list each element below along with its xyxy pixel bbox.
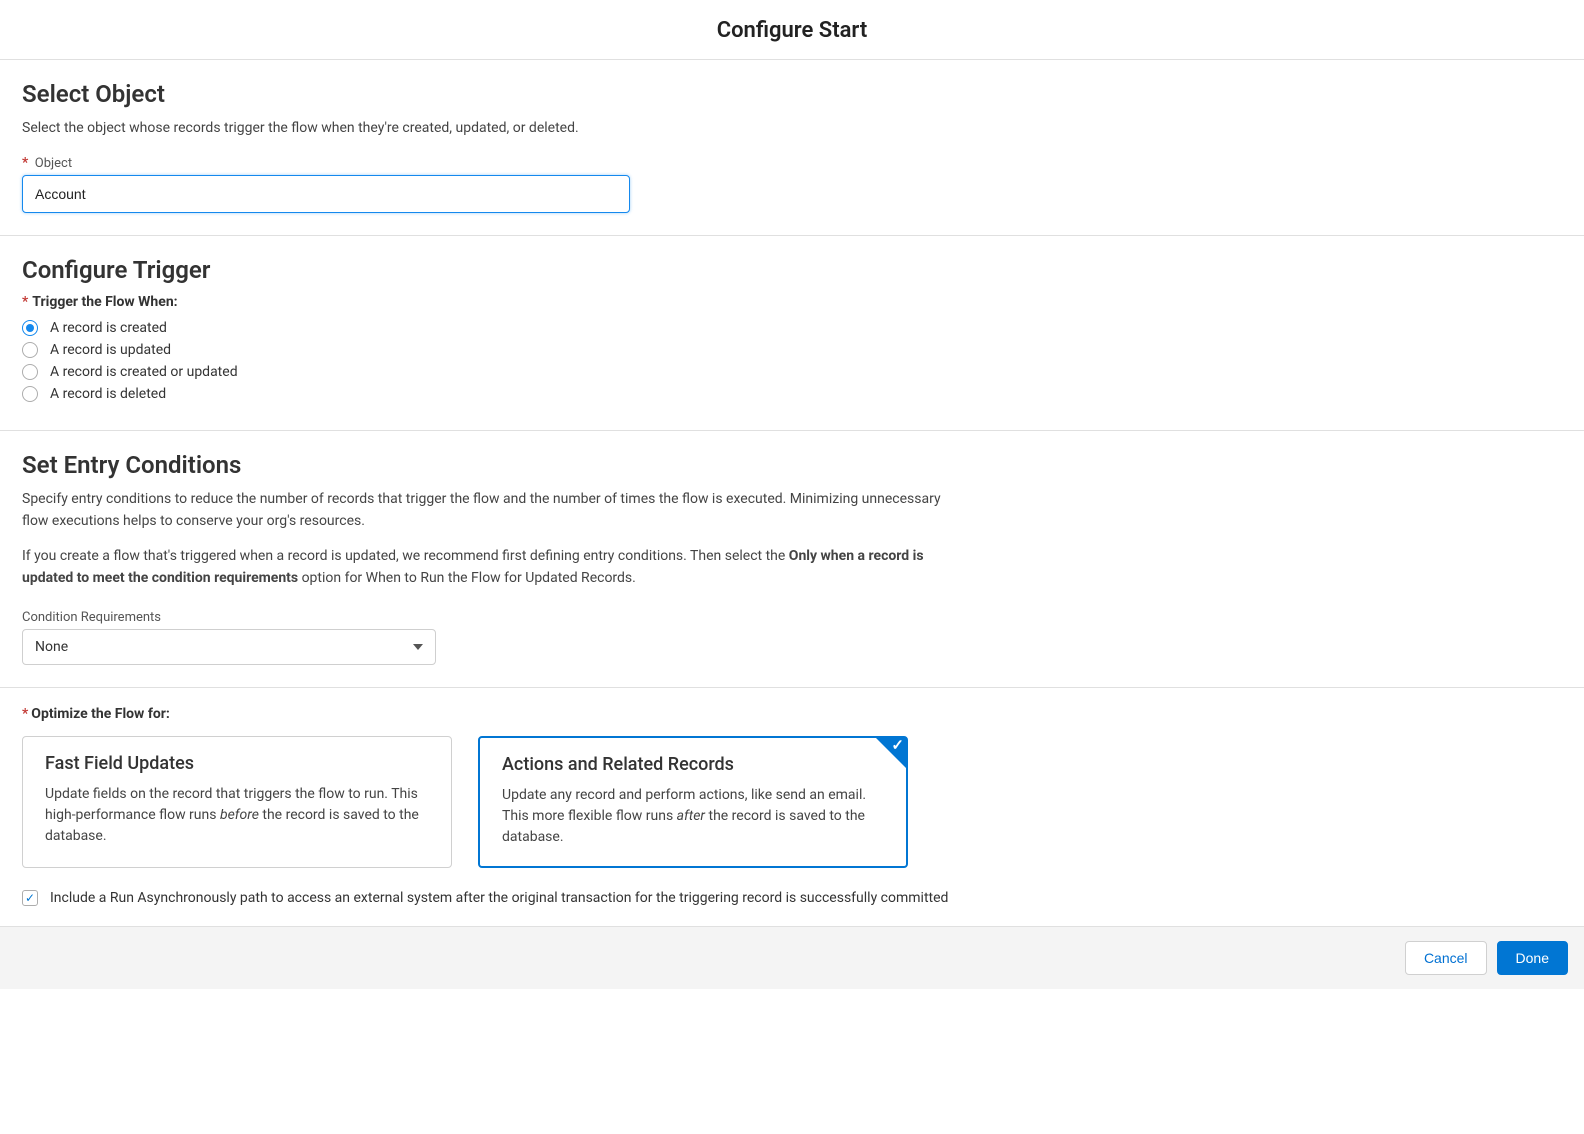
- select-object-section: Select Object Select the object whose re…: [0, 59, 1584, 235]
- trigger-option-row: A record is created or updated: [22, 364, 1562, 380]
- entry-conditions-section: Set Entry Conditions Specify entry condi…: [0, 430, 1584, 687]
- page-title: Configure Start: [0, 0, 1584, 59]
- entry-para2c: option for When to Run the Flow for Upda…: [298, 570, 636, 586]
- trigger-when-label-text: Trigger the Flow When:: [32, 294, 177, 310]
- optimize-section: *Optimize the Flow for: Fast Field Updat…: [0, 687, 1584, 926]
- object-field-label: Object: [35, 156, 72, 171]
- trigger-option-row: A record is updated: [22, 342, 1562, 358]
- entry-conditions-para1: Specify entry conditions to reduce the n…: [22, 489, 942, 532]
- trigger-radio[interactable]: [22, 342, 38, 358]
- chevron-down-icon: [413, 644, 423, 650]
- required-asterisk: *: [22, 155, 28, 171]
- optimize-card[interactable]: Fast Field Updates Update fields on the r…: [22, 736, 452, 868]
- trigger-radio-label: A record is created: [50, 320, 167, 336]
- entry-para2a: If you create a flow that's triggered wh…: [22, 548, 789, 564]
- check-icon: ✓: [25, 892, 35, 904]
- optimize-label-text: Optimize the Flow for:: [31, 706, 170, 722]
- trigger-radio-label: A record is created or updated: [50, 364, 238, 380]
- trigger-when-label: *Trigger the Flow When:: [22, 294, 1562, 310]
- optimize-card-title: Fast Field Updates: [45, 753, 429, 774]
- trigger-radio[interactable]: [22, 386, 38, 402]
- object-input[interactable]: [22, 175, 630, 213]
- entry-conditions-para2: If you create a flow that's triggered wh…: [22, 546, 942, 589]
- async-checkbox[interactable]: ✓: [22, 890, 38, 906]
- select-object-desc: Select the object whose records trigger …: [22, 118, 1562, 139]
- optimize-card[interactable]: ✓ Actions and Related Records Update any r…: [478, 736, 908, 868]
- optimize-label: *Optimize the Flow for:: [22, 706, 1562, 722]
- done-button[interactable]: Done: [1497, 941, 1568, 975]
- trigger-radio[interactable]: [22, 320, 38, 336]
- optimize-card-desc: Update any record and perform actions, l…: [502, 785, 884, 848]
- async-checkbox-label: Include a Run Asynchronously path to acc…: [50, 890, 948, 906]
- optimize-card-desc: Update fields on the record that trigger…: [45, 784, 429, 847]
- required-asterisk: *: [22, 706, 28, 722]
- trigger-option-row: A record is created: [22, 320, 1562, 336]
- footer: Cancel Done: [0, 926, 1584, 989]
- required-asterisk: *: [22, 294, 28, 310]
- condition-requirements-select[interactable]: None: [22, 629, 436, 665]
- entry-conditions-title: Set Entry Conditions: [22, 451, 1562, 479]
- trigger-radio-label: A record is deleted: [50, 386, 166, 402]
- condition-requirements-label: Condition Requirements: [22, 610, 161, 625]
- trigger-options: A record is created A record is updated A …: [22, 320, 1562, 402]
- configure-trigger-title: Configure Trigger: [22, 256, 1562, 284]
- trigger-option-row: A record is deleted: [22, 386, 1562, 402]
- async-checkbox-row: ✓ Include a Run Asynchronously path to a…: [22, 890, 1562, 906]
- configure-trigger-section: Configure Trigger *Trigger the Flow When…: [0, 235, 1584, 430]
- check-icon: ✓: [891, 738, 904, 753]
- select-object-title: Select Object: [22, 80, 1562, 108]
- cancel-button[interactable]: Cancel: [1405, 941, 1487, 975]
- trigger-radio[interactable]: [22, 364, 38, 380]
- optimize-card-title: Actions and Related Records: [502, 754, 884, 775]
- condition-requirements-value: None: [35, 639, 68, 655]
- optimize-cards: Fast Field Updates Update fields on the r…: [22, 736, 1562, 868]
- trigger-radio-label: A record is updated: [50, 342, 171, 358]
